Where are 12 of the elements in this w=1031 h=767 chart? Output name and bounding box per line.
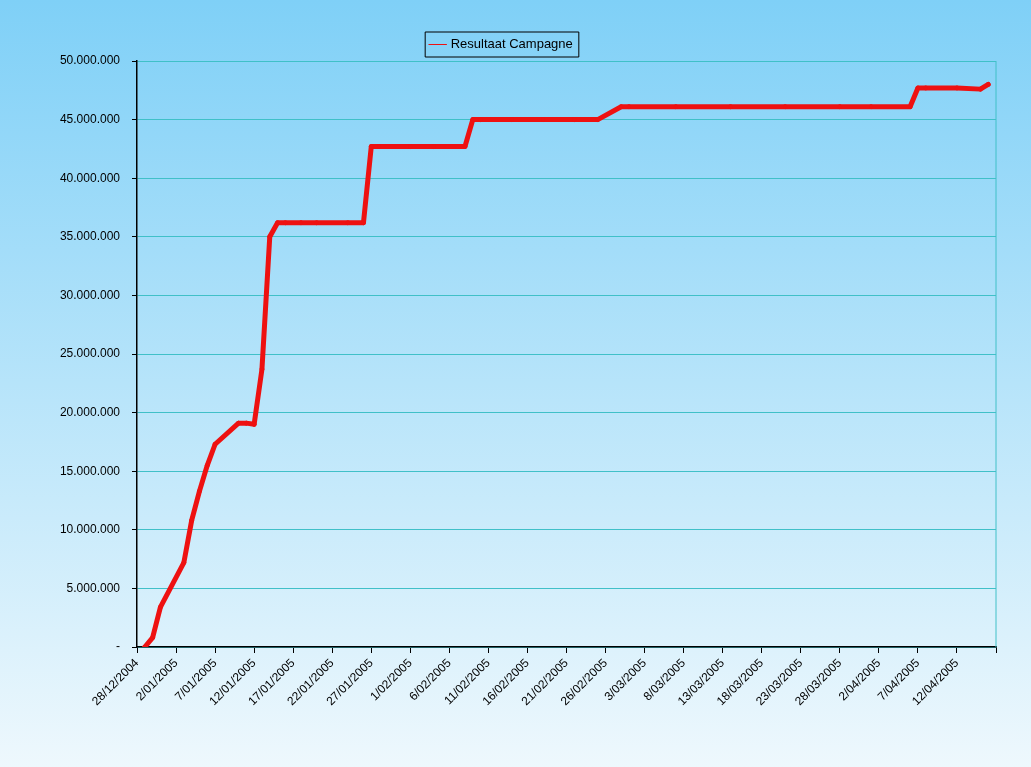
y-tick-label: 30.000.000 [59,287,121,302]
y-tick-label: 20.000.000 [59,404,121,419]
y-tick-label: 35.000.000 [59,229,121,244]
y-tick-label: 10.000.000 [59,522,121,537]
y-tick-label: 50.000.000 [59,53,121,68]
y-tick-label: 25.000.000 [59,346,121,361]
y-tick-label: 5.000.000 [66,580,121,595]
y-tick-label: - [116,639,120,654]
y-tick-label: 45.000.000 [59,111,121,126]
y-tick-label: 15.000.000 [59,463,121,478]
y-tick-label: 40.000.000 [59,170,121,185]
legend-label: Resultaat Campagne [450,36,573,52]
